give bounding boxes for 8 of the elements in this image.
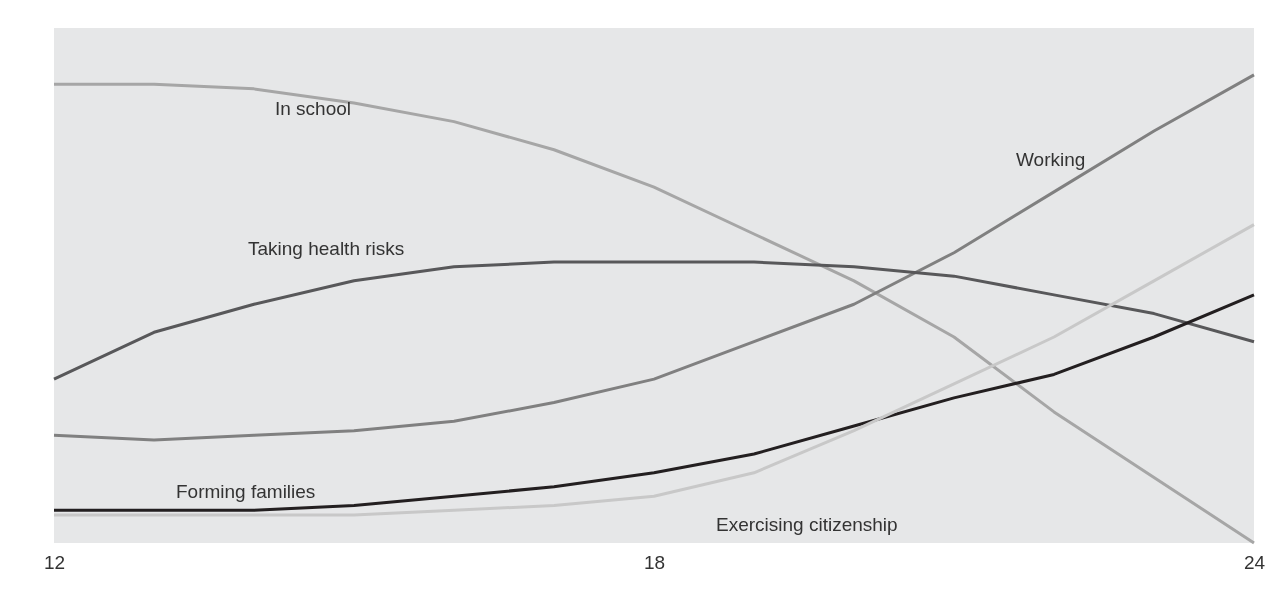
- x-tick-label: 24: [1243, 551, 1266, 573]
- series-label: Taking health risks: [248, 238, 405, 260]
- x-tick-label: 18: [643, 551, 666, 573]
- series-label: Forming families: [176, 481, 316, 503]
- series-label: Working: [1016, 148, 1086, 170]
- x-tick-label: 12: [43, 551, 66, 573]
- series-label: In school: [275, 97, 352, 119]
- series-label: Exercising citizenship: [716, 513, 898, 535]
